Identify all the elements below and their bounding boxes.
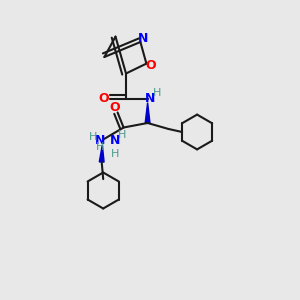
Text: O: O	[109, 101, 120, 115]
Text: O: O	[146, 58, 156, 72]
Text: H: H	[88, 132, 97, 142]
Polygon shape	[99, 145, 104, 162]
Text: O: O	[99, 92, 110, 106]
Text: N: N	[110, 134, 120, 147]
Text: N: N	[145, 92, 155, 106]
Polygon shape	[145, 103, 150, 123]
Text: H: H	[111, 149, 119, 159]
Text: H: H	[96, 142, 104, 152]
Text: N: N	[138, 32, 148, 46]
Text: H: H	[152, 88, 161, 98]
Text: N: N	[95, 134, 105, 148]
Text: H: H	[118, 130, 127, 140]
